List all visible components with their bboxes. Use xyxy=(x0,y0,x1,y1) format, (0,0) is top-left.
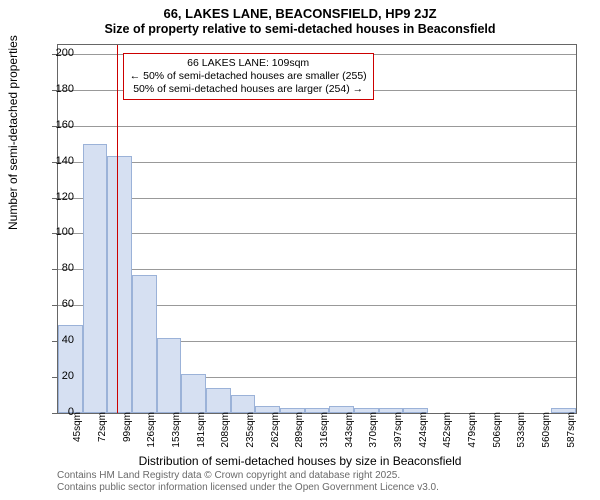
x-tick-label: 370sqm xyxy=(368,412,379,452)
marker-line xyxy=(117,45,118,413)
y-tick-label: 100 xyxy=(56,226,74,238)
histogram-bar xyxy=(231,395,256,413)
x-tick-label: 479sqm xyxy=(467,412,478,452)
y-tick-label: 40 xyxy=(62,334,74,346)
x-tick-label: 153sqm xyxy=(171,412,182,452)
x-tick-label: 424sqm xyxy=(418,412,429,452)
x-tick-label: 397sqm xyxy=(393,412,404,452)
x-tick-label: 72sqm xyxy=(97,412,108,452)
x-tick-label: 289sqm xyxy=(294,412,305,452)
gridline xyxy=(58,269,576,270)
histogram-bar xyxy=(181,374,206,413)
x-tick-label: 181sqm xyxy=(196,412,207,452)
x-tick-label: 235sqm xyxy=(245,412,256,452)
footer-line-2: Contains public sector information licen… xyxy=(57,482,439,493)
callout-line-2: ← 50% of semi-detached houses are smalle… xyxy=(130,70,367,83)
x-tick-label: 587sqm xyxy=(566,412,577,452)
histogram-bar xyxy=(157,338,182,413)
y-tick-label: 180 xyxy=(56,83,74,95)
gridline xyxy=(58,126,576,127)
x-tick-label: 262sqm xyxy=(270,412,281,452)
gridline xyxy=(58,233,576,234)
chart-container: 66, LAKES LANE, BEACONSFIELD, HP9 2JZ Si… xyxy=(0,0,600,500)
y-axis-label: Number of semi-detached properties xyxy=(6,35,20,230)
callout-line-1: 66 LAKES LANE: 109sqm xyxy=(130,57,367,70)
footer-line-1: Contains HM Land Registry data © Crown c… xyxy=(57,470,400,481)
x-tick-label: 506sqm xyxy=(492,412,503,452)
y-tick-label: 80 xyxy=(62,262,74,274)
x-tick-label: 452sqm xyxy=(442,412,453,452)
histogram-bar xyxy=(83,144,108,413)
x-tick-label: 560sqm xyxy=(541,412,552,452)
x-tick-label: 45sqm xyxy=(72,412,83,452)
x-tick-label: 99sqm xyxy=(122,412,133,452)
histogram-bar xyxy=(132,275,157,413)
y-tick-label: 20 xyxy=(62,370,74,382)
histogram-bar xyxy=(206,388,231,413)
x-tick-label: 126sqm xyxy=(146,412,157,452)
gridline xyxy=(58,198,576,199)
chart-title: 66, LAKES LANE, BEACONSFIELD, HP9 2JZ xyxy=(0,6,600,21)
x-tick-label: 533sqm xyxy=(516,412,527,452)
y-tick-label: 160 xyxy=(56,119,74,131)
callout-box: 66 LAKES LANE: 109sqm← 50% of semi-detac… xyxy=(123,53,374,100)
gridline xyxy=(58,162,576,163)
y-tick-label: 60 xyxy=(62,298,74,310)
y-tick-label: 200 xyxy=(56,47,74,59)
histogram-bar xyxy=(107,156,132,413)
x-tick-label: 208sqm xyxy=(220,412,231,452)
y-tick-label: 140 xyxy=(56,155,74,167)
x-tick-label: 343sqm xyxy=(344,412,355,452)
callout-line-3: 50% of semi-detached houses are larger (… xyxy=(130,83,367,96)
plot-area: 66 LAKES LANE: 109sqm← 50% of semi-detac… xyxy=(57,44,577,414)
x-axis-label: Distribution of semi-detached houses by … xyxy=(0,454,600,468)
chart-subtitle: Size of property relative to semi-detach… xyxy=(0,22,600,36)
y-tick-label: 120 xyxy=(56,191,74,203)
x-tick-label: 316sqm xyxy=(319,412,330,452)
